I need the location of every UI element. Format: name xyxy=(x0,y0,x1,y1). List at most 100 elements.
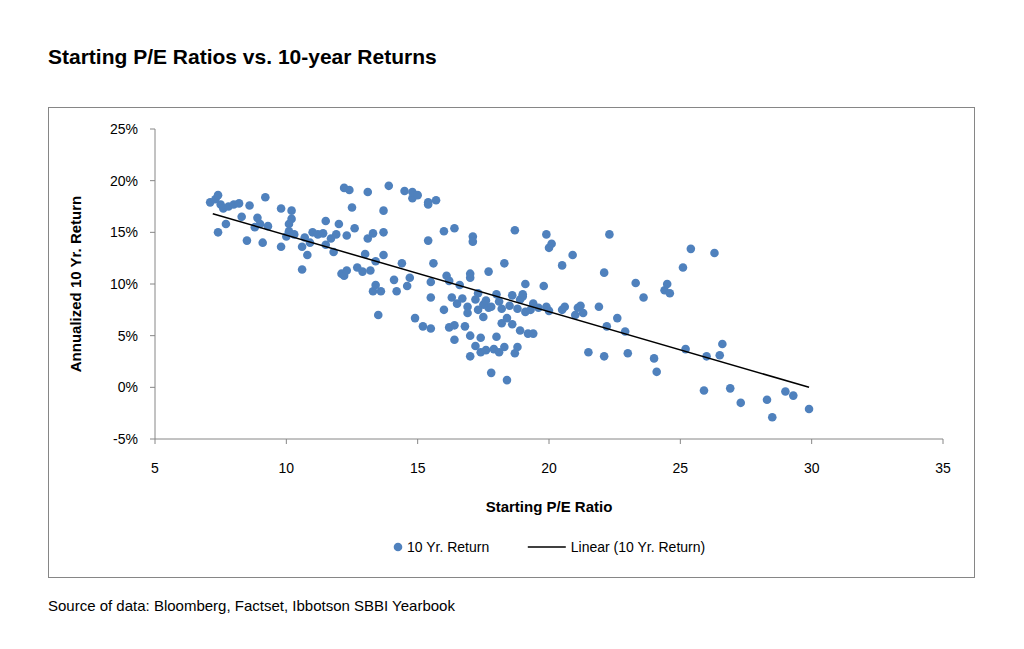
y-tick-label: 20% xyxy=(110,173,138,189)
y-tick xyxy=(150,129,155,130)
point xyxy=(469,237,478,246)
point xyxy=(237,213,246,222)
point xyxy=(332,230,341,239)
y-tick xyxy=(150,284,155,285)
point xyxy=(411,314,420,323)
point xyxy=(650,354,659,363)
point xyxy=(666,289,675,298)
point xyxy=(605,230,614,239)
point xyxy=(652,368,661,377)
x-tick-label: 15 xyxy=(410,460,426,476)
y-tick-label: 5% xyxy=(118,328,138,344)
point xyxy=(424,236,433,245)
point xyxy=(484,267,493,276)
point xyxy=(631,279,640,288)
y-tick-label: 15% xyxy=(110,224,138,240)
point xyxy=(789,391,798,400)
point xyxy=(245,201,254,210)
point xyxy=(529,329,538,338)
legend-label: 10 Yr. Return xyxy=(407,539,489,555)
point xyxy=(503,376,512,385)
point xyxy=(405,274,414,283)
point xyxy=(476,333,485,342)
point xyxy=(539,282,548,291)
point xyxy=(424,198,433,207)
point xyxy=(350,224,359,233)
point xyxy=(319,229,328,238)
point xyxy=(379,206,388,215)
x-tick xyxy=(155,439,156,444)
point xyxy=(487,369,496,378)
point xyxy=(768,413,777,422)
marks xyxy=(206,182,813,422)
title: Starting P/E Ratios vs. 10-year Returns xyxy=(48,45,437,68)
point xyxy=(518,290,527,299)
y-tick xyxy=(150,232,155,233)
chart: Starting P/E Ratios vs. 10-year Returns -… xyxy=(0,0,1024,649)
point xyxy=(781,387,790,396)
point xyxy=(663,280,672,289)
point xyxy=(450,321,459,330)
point xyxy=(466,352,475,361)
point xyxy=(235,199,244,208)
point xyxy=(298,265,307,274)
point xyxy=(700,386,709,395)
point xyxy=(277,204,286,213)
point xyxy=(243,236,252,245)
point xyxy=(639,293,648,302)
point xyxy=(687,245,696,254)
point xyxy=(710,249,719,258)
point xyxy=(258,238,267,247)
point xyxy=(461,322,470,331)
y-tick xyxy=(150,439,155,440)
y-tick xyxy=(150,335,155,336)
point xyxy=(715,351,724,360)
point xyxy=(458,294,467,303)
point xyxy=(600,268,609,277)
point xyxy=(427,278,436,287)
point xyxy=(613,314,622,323)
point xyxy=(285,220,294,229)
legend-marker xyxy=(394,543,403,552)
legend-line xyxy=(528,546,566,548)
point xyxy=(432,196,441,205)
x-tick-label: 5 xyxy=(151,460,159,476)
point xyxy=(398,259,407,268)
x-tick xyxy=(811,439,812,444)
point xyxy=(542,230,551,239)
point xyxy=(500,259,509,268)
point xyxy=(513,305,522,314)
point xyxy=(358,267,367,276)
point xyxy=(366,266,375,275)
point xyxy=(321,217,330,226)
point xyxy=(726,384,735,393)
point xyxy=(482,346,491,355)
point xyxy=(429,259,438,268)
point xyxy=(222,220,231,229)
point xyxy=(479,313,488,322)
y-tick-label: -5% xyxy=(113,431,138,447)
point xyxy=(419,322,428,331)
point xyxy=(560,302,569,311)
point xyxy=(508,320,517,329)
point xyxy=(400,187,409,196)
trend-line xyxy=(213,214,809,388)
point xyxy=(600,352,609,361)
point xyxy=(718,340,727,349)
point xyxy=(379,228,388,237)
point xyxy=(492,332,501,341)
point xyxy=(463,309,472,318)
x-tick xyxy=(549,439,550,444)
point xyxy=(736,399,745,408)
chart-frame xyxy=(49,108,975,578)
point xyxy=(584,348,593,357)
point xyxy=(342,231,351,240)
point xyxy=(261,193,270,202)
point xyxy=(403,282,412,291)
point xyxy=(521,280,530,289)
point xyxy=(505,301,514,310)
point xyxy=(214,228,223,237)
point xyxy=(487,302,496,311)
point xyxy=(214,191,223,200)
point xyxy=(568,251,577,260)
